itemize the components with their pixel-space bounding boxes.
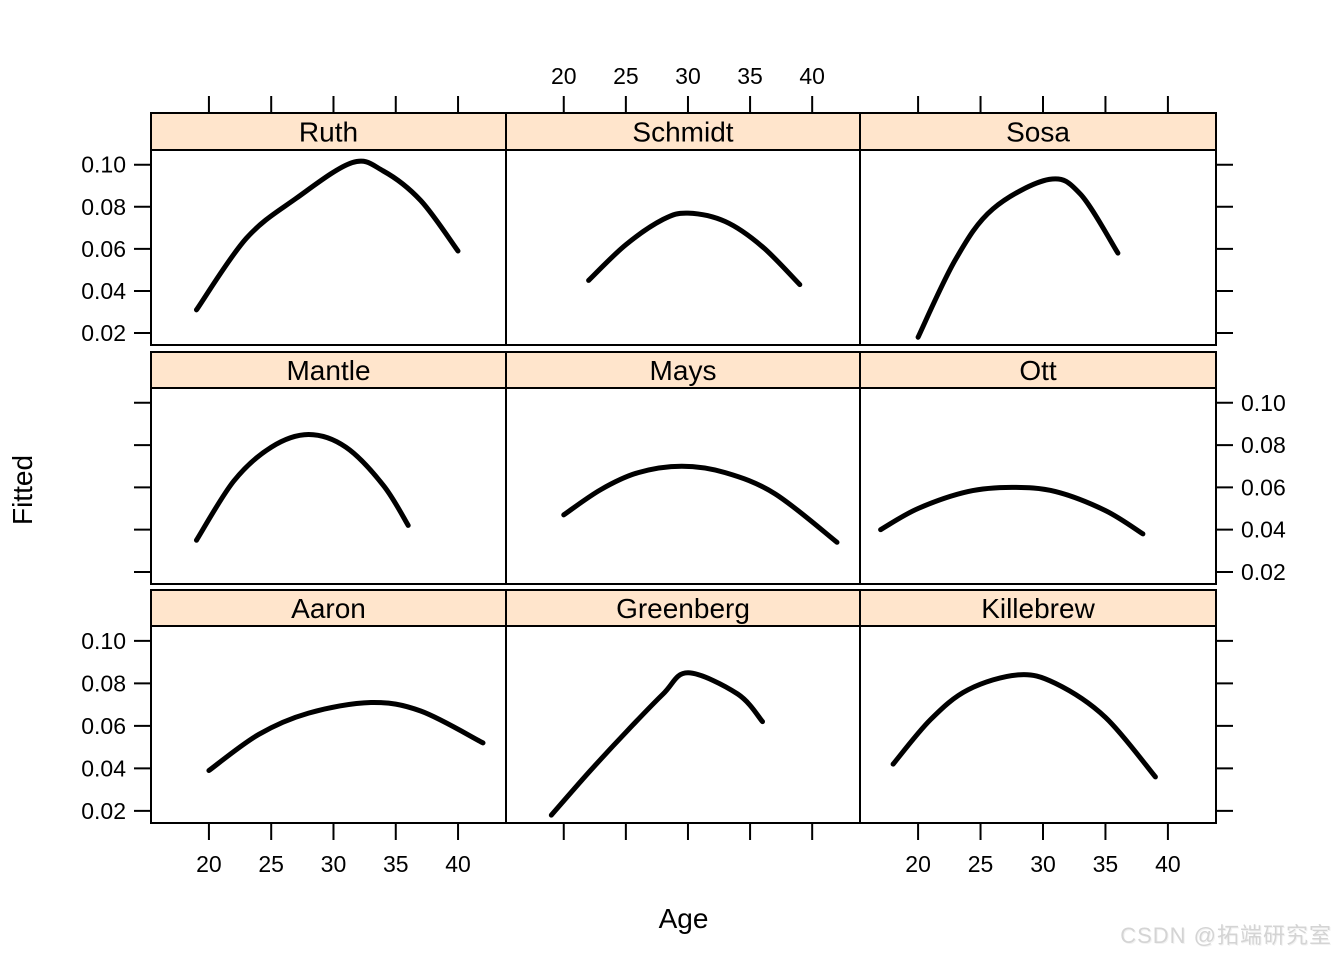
x-tick-label-bottom: 30: [321, 851, 347, 877]
y-tick-label-right: 0.02: [1241, 559, 1286, 585]
x-tick-label-top: 40: [799, 63, 825, 89]
fitted-curve-mantle: [193, 432, 411, 543]
fitted-curve-aaron: [206, 699, 486, 774]
x-tick-label-bottom: 35: [1093, 851, 1119, 877]
strip-label-schmidt: Schmidt: [632, 117, 733, 148]
x-axis-title: Age: [659, 903, 709, 934]
panel-mantle: [150, 387, 507, 585]
x-tick-label-bottom: 25: [258, 851, 284, 877]
y-tick-label-left: 0.02: [81, 798, 126, 824]
y-tick-label-left: 0.04: [81, 755, 126, 781]
x-tick-label-bottom: 25: [968, 851, 994, 877]
x-tick-label-top: 20: [551, 63, 577, 89]
x-tick-label-bottom: 30: [1030, 851, 1056, 877]
fitted-curve-ott: [878, 484, 1146, 537]
y-tick-label-left: 0.06: [81, 713, 126, 739]
y-tick-label-right: 0.08: [1241, 432, 1286, 458]
y-tick-label-left: 0.04: [81, 278, 126, 304]
y-tick-label-left: 0.02: [81, 320, 126, 346]
strip-ruth: [150, 112, 507, 151]
strip-label-killebrew: Killebrew: [981, 593, 1095, 624]
x-tick-label-bottom: 40: [1155, 851, 1181, 877]
fitted-curve-greenberg: [548, 670, 765, 818]
strip-label-mays: Mays: [650, 355, 717, 386]
strip-sosa: [859, 112, 1217, 151]
strip-ott: [859, 351, 1217, 389]
watermark: CSDN @拓端研究室: [1120, 923, 1332, 948]
x-tick-label-bottom: 20: [905, 851, 931, 877]
strip-label-aaron: Aaron: [291, 593, 366, 624]
panel-ott: [859, 387, 1217, 585]
x-tick-label-bottom: 40: [445, 851, 471, 877]
panel-sosa: [859, 149, 1217, 346]
y-tick-label-left: 0.08: [81, 670, 126, 696]
x-tick-label-top: 30: [675, 63, 701, 89]
strip-label-greenberg: Greenberg: [616, 593, 750, 624]
y-tick-label-right: 0.04: [1241, 517, 1286, 543]
x-tick-label-top: 25: [613, 63, 639, 89]
y-tick-label-right: 0.06: [1241, 474, 1286, 500]
panel-schmidt: [505, 149, 861, 346]
x-tick-label-bottom: 35: [383, 851, 409, 877]
y-tick-label-right: 0.10: [1241, 390, 1286, 416]
fitted-curve-schmidt: [586, 210, 803, 288]
fitted-curve-ruth: [193, 158, 461, 313]
fitted-curve-killebrew: [890, 672, 1158, 780]
strip-label-ruth: Ruth: [299, 117, 358, 148]
panel-greenberg: [505, 625, 861, 824]
panel-ruth: [150, 149, 507, 346]
y-axis-title: Fitted: [7, 455, 38, 525]
x-tick-label-bottom: 20: [196, 851, 222, 877]
y-tick-label-left: 0.10: [81, 628, 126, 654]
strip-mays: [505, 351, 861, 389]
panel-mays: [505, 387, 861, 585]
strip-label-sosa: Sosa: [1006, 117, 1070, 148]
strip-label-mantle: Mantle: [286, 355, 370, 386]
y-tick-label-left: 0.06: [81, 236, 126, 262]
y-tick-label-left: 0.10: [81, 152, 126, 178]
strip-aaron: [150, 589, 507, 627]
fitted-curve-sosa: [915, 176, 1121, 340]
x-tick-label-top: 35: [737, 63, 763, 89]
y-tick-label-left: 0.08: [81, 194, 126, 220]
strip-killebrew: [859, 589, 1217, 627]
panel-killebrew: [859, 625, 1217, 824]
fitted-curve-mays: [561, 463, 840, 545]
strip-label-ott: Ott: [1019, 355, 1057, 386]
